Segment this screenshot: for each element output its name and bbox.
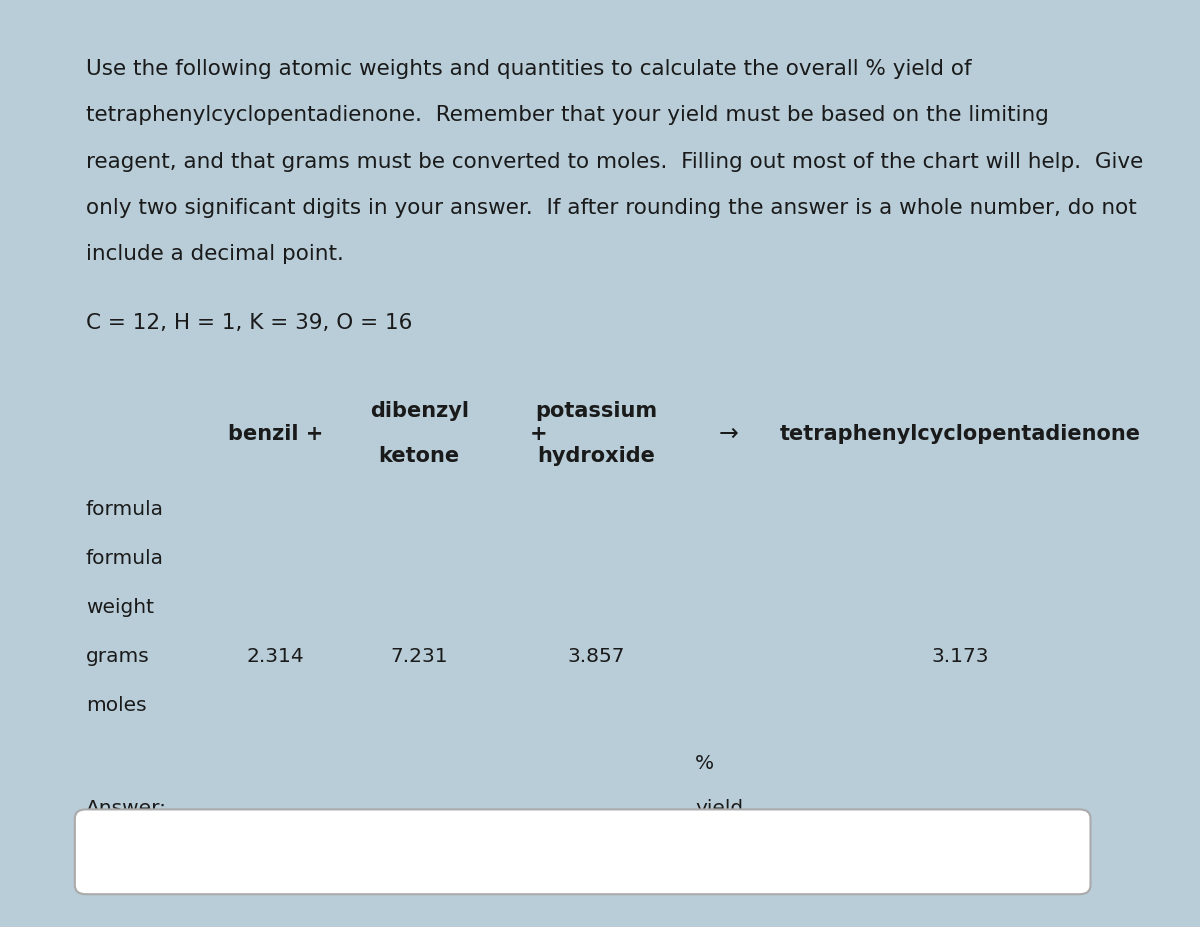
Text: Answer:: Answer:: [86, 798, 167, 818]
Text: potassium: potassium: [535, 401, 656, 421]
Text: include a decimal point.: include a decimal point.: [86, 244, 343, 264]
Text: →: →: [719, 421, 738, 445]
Text: Use the following atomic weights and quantities to calculate the overall % yield: Use the following atomic weights and qua…: [86, 58, 972, 79]
Text: weight: weight: [86, 598, 154, 616]
Text: formula: formula: [86, 500, 164, 518]
Text: C = 12, H = 1, K = 39, O = 16: C = 12, H = 1, K = 39, O = 16: [86, 312, 413, 333]
Text: moles: moles: [86, 696, 146, 715]
Text: only two significant digits in your answer.  If after rounding the answer is a w: only two significant digits in your answ…: [86, 197, 1136, 218]
Text: tetraphenylcyclopentadienone: tetraphenylcyclopentadienone: [780, 424, 1141, 443]
Text: formula: formula: [86, 549, 164, 567]
Text: yield: yield: [695, 798, 744, 818]
Text: grams: grams: [86, 647, 150, 666]
Text: 3.173: 3.173: [931, 647, 989, 666]
Text: hydroxide: hydroxide: [536, 446, 655, 465]
Text: reagent, and that grams must be converted to moles.  Filling out most of the cha: reagent, and that grams must be converte…: [86, 151, 1144, 171]
Text: tetraphenylcyclopentadienone.  Remember that your yield must be based on the lim: tetraphenylcyclopentadienone. Remember t…: [86, 105, 1049, 125]
Text: +: +: [529, 424, 547, 443]
FancyBboxPatch shape: [74, 809, 1091, 895]
Text: benzil +: benzil +: [228, 424, 324, 443]
Text: ketone: ketone: [379, 446, 460, 465]
Text: 3.857: 3.857: [568, 647, 625, 666]
Text: 2.314: 2.314: [247, 647, 305, 666]
Text: %: %: [695, 754, 714, 773]
Text: dibenzyl: dibenzyl: [370, 401, 469, 421]
Text: 7.231: 7.231: [390, 647, 448, 666]
